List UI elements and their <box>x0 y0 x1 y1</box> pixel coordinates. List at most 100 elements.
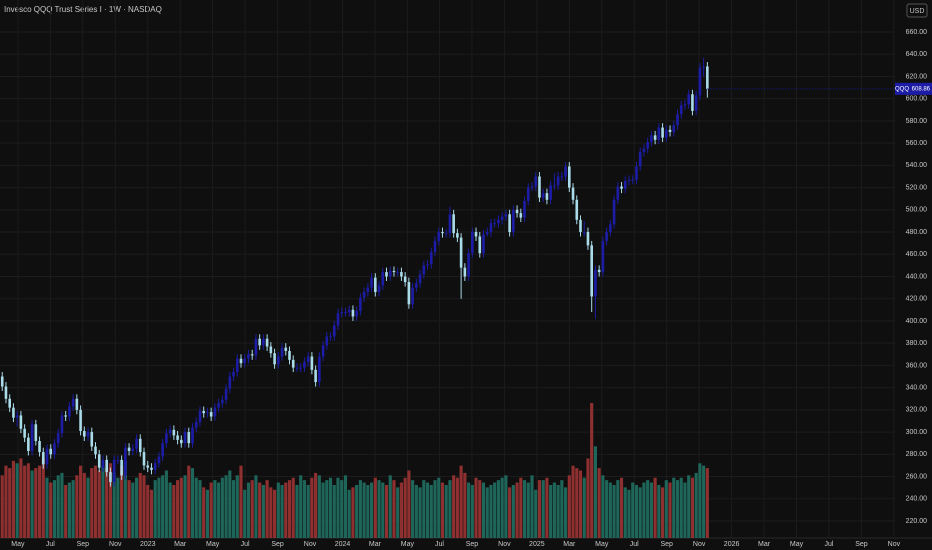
candle-body <box>116 459 120 461</box>
currency: USD <box>910 8 925 15</box>
candle-body <box>124 447 127 476</box>
volume-bar <box>183 475 187 538</box>
volume-bar <box>582 477 586 538</box>
candle-body <box>672 125 676 133</box>
candle-body <box>75 398 79 410</box>
volume-bar <box>605 480 609 538</box>
candle-body <box>452 214 455 234</box>
candle-body <box>642 148 646 153</box>
candle-body <box>519 213 523 218</box>
volume-bar <box>321 482 325 538</box>
volume-bar <box>37 465 42 538</box>
volume-bar <box>571 465 575 538</box>
candle-body <box>437 232 441 241</box>
candle-body <box>556 176 560 186</box>
candle-body <box>303 362 306 368</box>
x-tick-label: Mar <box>174 541 187 548</box>
y-tick-label: 480.00 <box>906 229 928 236</box>
symbol-label: QQQ <box>895 86 909 92</box>
volume-bar <box>377 480 381 538</box>
volume-bar <box>71 480 75 538</box>
volume-bar <box>661 487 665 538</box>
volume-bar <box>116 477 120 538</box>
candle-body <box>560 176 564 178</box>
volume-bar <box>41 458 45 538</box>
candle-body <box>45 448 49 465</box>
candle-body <box>344 312 347 314</box>
x-tick-label: Sep <box>466 541 479 548</box>
volume-bar <box>455 477 459 538</box>
candle-body <box>444 233 448 235</box>
y-tick-label: 580.00 <box>906 118 928 125</box>
candle-body <box>605 232 608 241</box>
candle-body <box>515 209 519 214</box>
candle-body <box>493 223 496 225</box>
candle-body <box>415 283 418 288</box>
candle-body <box>97 454 101 468</box>
volume-bar <box>388 475 392 538</box>
candle-body <box>538 176 541 198</box>
candle-body <box>471 232 474 254</box>
x-tick-label: Mar <box>758 541 771 548</box>
x-tick-label: Mar <box>563 541 576 548</box>
volume-bar <box>478 480 482 538</box>
volume-bar <box>664 480 668 538</box>
candle-body <box>463 267 467 277</box>
candle-body <box>400 272 403 277</box>
x-tick-label: Nov <box>109 541 122 548</box>
candle-body <box>27 437 30 451</box>
volume-bar <box>34 468 38 538</box>
y-tick-label: 640.00 <box>906 51 928 58</box>
candle-body <box>422 265 426 275</box>
volume-bar <box>101 465 105 538</box>
volume-bar <box>362 482 366 538</box>
volume-bar <box>694 472 698 538</box>
volume-bar <box>687 475 691 538</box>
volume-bar <box>381 482 385 538</box>
candle-body <box>500 216 504 220</box>
candle-body <box>198 410 202 423</box>
volume-bar <box>638 487 642 538</box>
volume-bar <box>690 477 694 538</box>
volume-bar <box>672 477 676 538</box>
candle-body <box>64 415 67 417</box>
y-tick-label: 560.00 <box>906 140 928 147</box>
candle-body <box>120 459 123 476</box>
candle-body <box>86 432 90 437</box>
candle-body <box>206 412 209 414</box>
volume-bar <box>26 463 30 538</box>
candle-body <box>318 356 321 383</box>
volume-bar <box>105 468 109 538</box>
volume-bar <box>224 475 228 538</box>
volume-bar <box>537 480 542 538</box>
volume-bar <box>373 477 377 538</box>
volume-bar <box>131 482 135 538</box>
candle-body <box>273 353 276 365</box>
candle-body <box>534 176 538 187</box>
volume-bar <box>549 484 553 538</box>
volume-bar <box>418 487 422 538</box>
candle-body <box>280 347 284 357</box>
volume-bar <box>489 484 493 538</box>
y-tick-label: 420.00 <box>906 296 928 303</box>
volume-bar <box>336 477 340 538</box>
volume-bar <box>86 477 90 538</box>
volume-bar <box>0 475 4 538</box>
y-tick-label: 520.00 <box>906 184 928 191</box>
currency-box[interactable] <box>906 3 928 18</box>
candle-body <box>232 372 235 377</box>
x-tick-label: Jul <box>630 541 639 548</box>
candle-body <box>482 234 485 254</box>
candle-body <box>176 435 179 440</box>
volume-bar <box>8 468 12 538</box>
volume-bar <box>205 489 209 538</box>
candle-body <box>508 214 511 233</box>
candle-body <box>571 187 575 200</box>
volume-bar <box>467 482 471 538</box>
candle-body <box>224 388 228 400</box>
volume-bar <box>407 470 411 538</box>
candle-body <box>627 179 631 181</box>
volume-bar <box>396 487 400 538</box>
volume-bar <box>161 475 165 538</box>
candle-body <box>553 185 556 187</box>
